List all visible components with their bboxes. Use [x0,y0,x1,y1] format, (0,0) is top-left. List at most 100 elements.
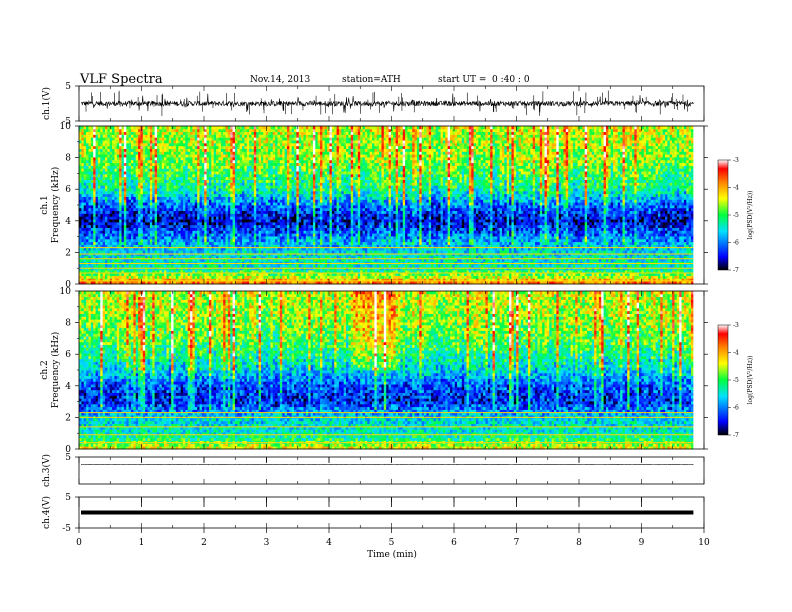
ch1_spec-cell [259,264,262,267]
ch1_spec-cell [131,276,134,279]
ch1_spec-cell [441,233,444,236]
ch1_spec-cell [86,239,89,242]
ch1_spec-cell [398,276,401,279]
ch1_spec-cell [665,242,668,245]
ch1_spec-cell [459,250,462,253]
ch1_spec-cell [294,230,297,233]
ch1_spec-cell [285,236,288,239]
ch1_spec-cell [230,239,233,242]
ch1_spec-cell [578,253,581,256]
ch1_spec-cell [140,242,143,245]
ch1_spec-cell [329,253,332,256]
ch1_spec-cell [549,242,552,245]
ch1_spec-cell [535,239,538,242]
ch1_spec-cell [516,233,519,236]
ch1_spec-cell [133,239,136,242]
ch1_spec-cell [391,276,394,279]
ch1_spec-cell [493,276,496,279]
ch1_spec-cell [391,253,394,256]
ch1_spec-cell [192,236,195,239]
ch1_spec-cell [252,239,255,242]
ch1_spec-cell [190,233,193,236]
ch1_spec-cell [341,236,344,239]
ch1_spec-cell [504,276,507,279]
ch1_spec-cell [483,250,486,253]
ch1_spec-cell [545,236,548,239]
ch1_spec-cell [478,239,481,242]
ch1_spec-cell [346,242,349,245]
ch1_spec-cell [204,239,207,242]
ch1_spec-cell [129,250,132,253]
ch1_spec-cell [459,230,462,233]
ch1_spec-cell [436,236,439,239]
ch1_spec-cell [483,233,486,236]
ch1_spec-cell [374,233,377,236]
ch1_spec-cell [589,242,592,245]
ch1_spec-cell [178,264,181,267]
ch1_spec-cell [138,264,141,267]
ch1_spec-cell [266,264,269,267]
ch1_spec-cell [554,253,557,256]
ch1_spec-cell [254,230,257,233]
ch1_spec-cell [660,253,663,256]
ch1_spec-cell [641,233,644,236]
ch1_spec-cell [412,236,415,239]
ch1_spec-cell [188,239,191,242]
ch1_spec-cell [266,250,269,253]
ch1_spec-cell [384,253,387,256]
ch1_spec-cell [237,253,240,256]
ch1_spec-cell [554,276,557,279]
ch1_spec-cell [252,242,255,245]
ch1_spec-cell [129,233,132,236]
ch1_spec-cell [263,239,266,242]
ch1_spec-cell [467,276,470,279]
ch1_spec-cell [500,250,503,253]
ch1_spec-cell [424,250,427,253]
ch1_spec-cell [214,264,217,267]
ch1_spec-cell [348,250,351,253]
ch1_spec-cell [611,250,614,253]
ch1_spec-cell [391,230,394,233]
ch1_spec-cell [117,230,120,233]
ch1_spec-cell [519,276,522,279]
ch1_spec-cell [138,230,141,233]
ch1_spec-cell [641,264,644,267]
ch1_spec-cell [353,250,356,253]
ch1_spec-cell [495,242,498,245]
ch1_spec-cell [358,242,361,245]
ch1_spec-cell [209,230,212,233]
ch1_spec-cell [355,264,358,267]
ch1_spec-cell [566,239,569,242]
ch1_spec-cell [294,242,297,245]
ch1_spec-cell [216,253,219,256]
ch1_spec-cell [455,264,458,267]
ch1_spec-cell [436,253,439,256]
ch1_spec-cell [114,239,117,242]
ch1_spec-cell [294,250,297,253]
ch1_spec-cell [445,236,448,239]
ch1_spec-cell [162,230,165,233]
ch1_spec-cell [235,276,238,279]
ch1_spec-cell [384,250,387,253]
station-label: station=ATH [342,75,401,85]
ch1_spec-cell [84,230,87,233]
ch1_spec-cell [535,250,538,253]
ch1_spec-cell [320,276,323,279]
ch1_spec-cell [318,242,321,245]
ch1_spec-cell [627,242,630,245]
ch1_spec-cell [665,236,668,239]
ch1_spec-cell [625,239,628,242]
ch1_spec-cell [166,264,169,267]
ch1_spec-cell [391,264,394,267]
ch1_spec-cell [426,230,429,233]
ch1_spec-cell [341,233,344,236]
ch1_spec-cell [252,276,255,279]
ch1_spec-cell [561,236,564,239]
ch1_spec-cell [332,239,335,242]
ch1_spec-cell [578,233,581,236]
ch1_spec-cell [400,253,403,256]
ch1_spec-cell [98,276,101,279]
ch1_spec-cell [457,230,460,233]
ch1_spec-cell [122,253,125,256]
ch1_spec-cell [459,242,462,245]
